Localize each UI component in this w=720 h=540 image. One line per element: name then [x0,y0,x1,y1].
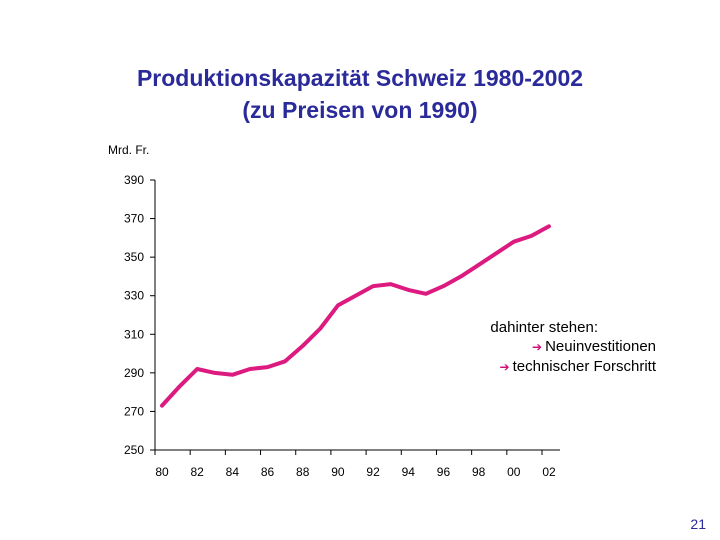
x-tick-label: 82 [191,465,205,479]
chart-axes: 390 370 350 330 310 290 270 250 80 82 84 86 88 90 92 94… [124,173,560,479]
chart-title-line-1: Produktionskapazität Schweiz 1980-2002 [136,65,584,91]
x-tick-label: 94 [402,465,416,479]
x-tick-label: 86 [261,465,275,479]
y-tick-label: 330 [124,289,144,303]
x-tick-label: 98 [472,465,486,479]
annotation-item-label: Neuinvestitionen [545,338,656,355]
y-tick-label: 270 [124,404,144,418]
x-tick-label: 84 [226,465,240,479]
y-tick-label: 310 [124,327,144,341]
x-tick-label: 80 [155,465,169,479]
annotation-item: ➔ Neuinvestitionen [420,337,656,357]
chart-title: Produktionskapazität Schweiz 1980-2002 (… [0,62,720,126]
x-tick-label: 88 [296,465,310,479]
y-tick-label: 350 [124,250,144,264]
chart-title-line-2: (zu Preisen von 1990) [242,97,478,123]
chart-annotation: dahinter stehen: ➔ Neuinvestitionen ➔ tech… [420,318,656,377]
x-tick-label: 90 [331,465,345,479]
y-tick-label: 390 [124,173,144,187]
x-tick-label: 02 [542,465,556,479]
x-tick-label: 96 [437,465,451,479]
page-number: 21 [690,516,706,532]
right-arrow-icon: ➔ [532,340,543,354]
y-tick-label: 250 [124,443,144,457]
x-tick-label: 00 [507,465,521,479]
series-line [160,224,551,408]
annotation-heading: dahinter stehen: [490,319,598,336]
x-tick-label: 92 [366,465,380,479]
right-arrow-icon: ➔ [499,360,510,374]
y-tick-label: 370 [124,212,144,226]
annotation-item-label: technischer Forschritt [512,358,656,375]
chart-series [160,224,551,408]
y-tick-label: 290 [124,366,144,380]
annotation-item: ➔ technischer Forschritt [420,357,656,377]
y-axis-unit-label: Mrd. Fr. [108,143,150,157]
